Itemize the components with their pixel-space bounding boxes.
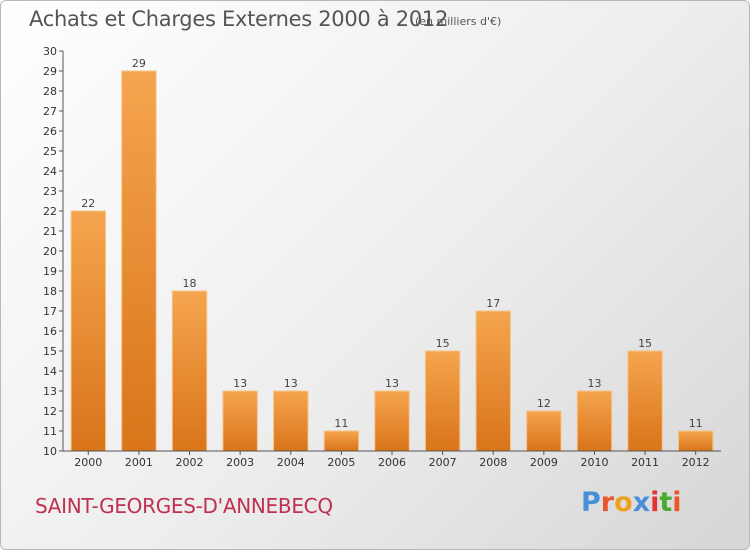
bar-value-label: 11 (689, 417, 703, 430)
bar-value-label: 13 (587, 377, 601, 390)
logo-letter: x (632, 487, 651, 518)
logo-letter: r (600, 487, 615, 518)
bar (677, 430, 714, 452)
y-axis: 10 11 12 13 14 15 16 17 18 19 20 21 22 23 24 25 26 27 28 29… (43, 45, 64, 458)
x-tick-label: 2010 (580, 456, 608, 469)
bar (323, 430, 360, 452)
bar (627, 350, 663, 452)
x-tick-label: 2011 (631, 456, 659, 469)
bar-value-label: 17 (486, 297, 500, 310)
chart-title: Achats et Charges Externes 2000 à 2012 (29, 7, 449, 31)
x-tick-label: 2009 (530, 456, 558, 469)
y-tick-label: 30 (43, 45, 57, 58)
y-tick-label: 26 (43, 125, 57, 138)
x-tick-label: 2006 (378, 456, 406, 469)
logo-letter: o (614, 487, 633, 518)
y-tick-label: 25 (43, 145, 57, 158)
y-tick-label: 29 (43, 65, 57, 78)
logo-letter: P (581, 487, 601, 518)
bars-group: 22 29 18 13 13 11 13 15 17 12 13 15 11 (70, 57, 714, 452)
x-tick-label: 2003 (226, 456, 254, 469)
bar-value-label: 29 (132, 57, 146, 70)
bar (374, 390, 410, 452)
x-tick-label: 2012 (682, 456, 710, 469)
bar (121, 70, 157, 452)
bar-value-label: 13 (385, 377, 399, 390)
x-tick-label: 2008 (479, 456, 507, 469)
logo-letter: i (650, 487, 660, 518)
logo-letter: t (659, 487, 673, 518)
y-tick-label: 23 (43, 185, 57, 198)
x-tick-label: 2004 (277, 456, 305, 469)
bar-value-label: 11 (334, 417, 348, 430)
y-tick-label: 19 (43, 265, 57, 278)
bar (70, 210, 107, 452)
bar (424, 350, 461, 452)
x-tick-label: 2002 (176, 456, 204, 469)
y-tick-label: 27 (43, 105, 57, 118)
bar (171, 290, 208, 452)
y-tick-label: 17 (43, 305, 57, 318)
bar-value-label: 15 (638, 337, 652, 350)
bar-value-label: 13 (284, 377, 298, 390)
bar (222, 390, 258, 452)
y-tick-label: 21 (43, 225, 57, 238)
y-tick-label: 10 (43, 445, 57, 458)
y-tick-label: 18 (43, 285, 57, 298)
y-tick-label: 13 (43, 385, 57, 398)
bar-value-label: 13 (233, 377, 247, 390)
y-tick-label: 11 (43, 425, 57, 438)
bar (526, 410, 562, 452)
y-tick-label: 20 (43, 245, 57, 258)
bar (576, 390, 613, 452)
y-tick-label: 12 (43, 405, 57, 418)
bar (273, 390, 309, 452)
logo-letter: i (672, 487, 682, 518)
chart-subtitle: (en milliers d'€) (415, 15, 502, 28)
y-tick-label: 15 (43, 345, 57, 358)
bar (475, 310, 511, 452)
y-tick-label: 22 (43, 205, 57, 218)
bar-value-label: 12 (537, 397, 551, 410)
y-tick-label: 24 (43, 165, 57, 178)
y-tick-label: 28 (43, 85, 57, 98)
bar-value-label: 15 (436, 337, 450, 350)
bar-value-label: 22 (81, 197, 95, 210)
x-tick-label: 2005 (327, 456, 355, 469)
x-tick-label: 2001 (125, 456, 153, 469)
y-tick-label: 16 (43, 325, 57, 338)
bar-value-label: 18 (183, 277, 197, 290)
x-tick-label: 2000 (74, 456, 102, 469)
x-axis: 2000 2001 2002 2003 2004 2005 2006 2007 2008 2009… (63, 450, 721, 469)
proxiti-logo: Proxiti (581, 487, 682, 518)
y-tick-label: 14 (43, 365, 57, 378)
x-tick-label: 2007 (429, 456, 457, 469)
commune-name: SAINT-GEORGES-D'ANNEBECQ (35, 494, 333, 518)
